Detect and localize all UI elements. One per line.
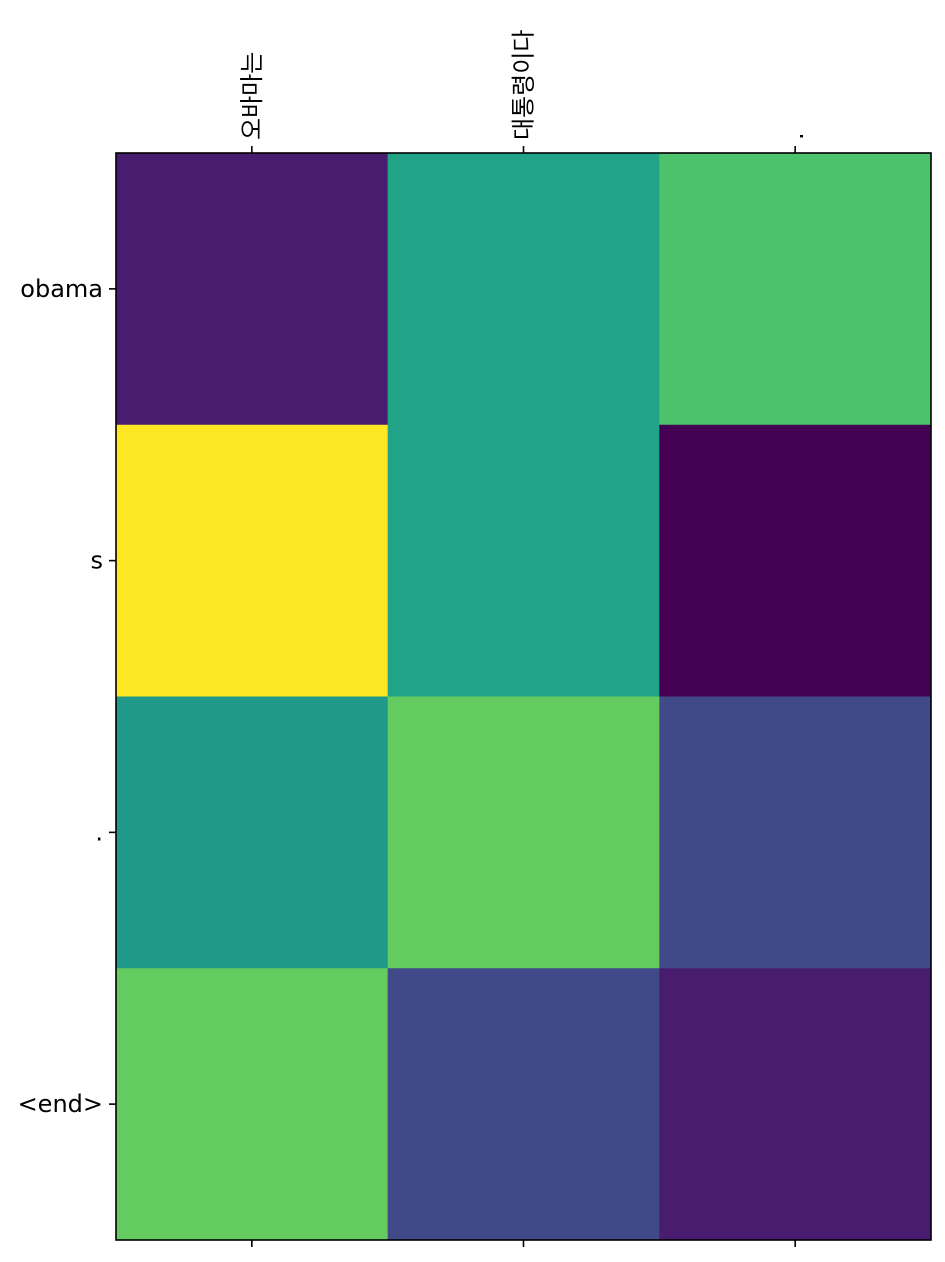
heatmap-cells [116, 153, 932, 1241]
y-tick-label-1: s [90, 547, 103, 575]
heatmap-cell-r1-c2 [659, 424, 932, 697]
heatmap-cell-r0-c0 [116, 153, 389, 426]
y-tick-labels: obama s. <end> [18, 275, 103, 1118]
x-tick-label-1: 대통령이다 [510, 30, 538, 140]
y-tick-label-2: . [95, 818, 103, 846]
heatmap-cell-r2-c0 [116, 696, 389, 969]
heatmap-cell-r2-c1 [387, 696, 660, 969]
heatmap-cell-r0-c1 [387, 153, 660, 426]
heatmap-cell-r2-c2 [659, 696, 932, 969]
x-tick-label-2: . [781, 132, 809, 140]
axis-ticks [109, 146, 796, 1247]
heatmap-cell-r1-c1 [387, 424, 660, 697]
y-tick-label-0: obama [20, 275, 103, 303]
heatmap-cell-r1-c0 [116, 424, 389, 697]
x-tick-label-0: 오바마는 [238, 52, 266, 140]
heatmap-cell-r0-c2 [659, 153, 932, 426]
heatmap-cell-r3-c2 [659, 968, 932, 1241]
x-tick-labels: 오바마는 대통령이다. [238, 30, 809, 140]
heatmap-cell-r3-c0 [116, 968, 389, 1241]
heatmap-cell-r3-c1 [387, 968, 660, 1241]
y-tick-label-3: <end> [18, 1090, 103, 1118]
